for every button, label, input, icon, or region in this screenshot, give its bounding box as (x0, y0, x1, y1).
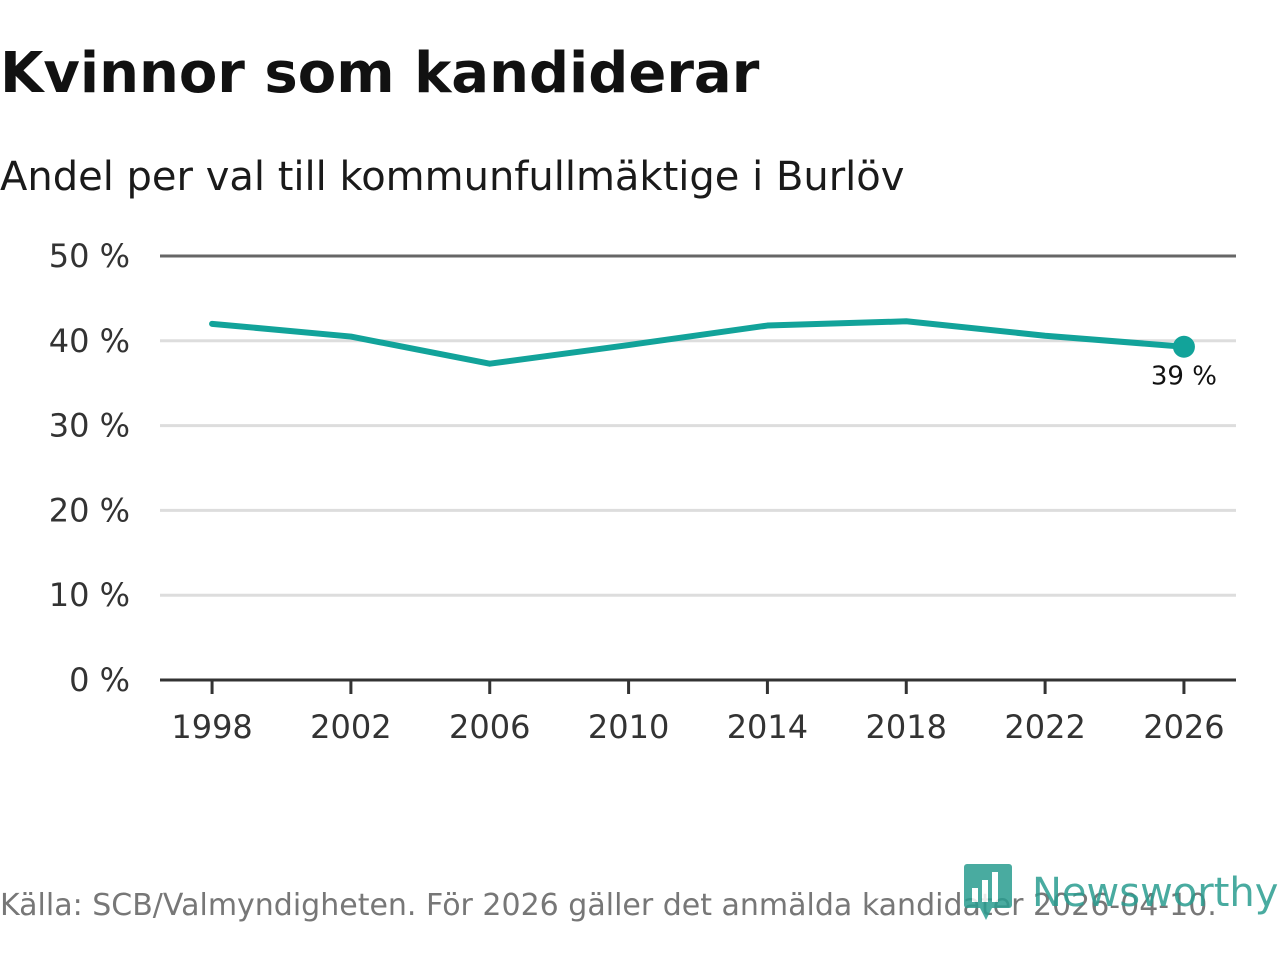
y-tick-label: 10 % (49, 576, 130, 614)
y-tick-label: 40 % (49, 322, 130, 360)
chart-title: Kvinnor som kandiderar (0, 41, 760, 106)
last-point-label: 39 % (1151, 362, 1217, 392)
series-line (209, 318, 1187, 367)
labels: 0 % 10 % 20 % 30 % 40 % 50 % 1998 2002 2006 2010 2… (49, 237, 1225, 746)
brand-logo: Newsworthy (962, 862, 1278, 924)
last-point-marker (1172, 335, 1195, 358)
x-tick-label: 2018 (866, 708, 947, 746)
x-tick-label: 2022 (1004, 708, 1085, 746)
gridlines (160, 254, 1236, 597)
x-tick-label: 1998 (171, 708, 252, 746)
y-tick-label: 20 % (49, 491, 130, 529)
x-tick-label: 2026 (1143, 708, 1224, 746)
y-tick-label: 0 % (69, 661, 130, 699)
axes (160, 678, 1236, 694)
newsworthy-logo-icon (964, 864, 1012, 920)
line-chart: 0 % 10 % 20 % 30 % 40 % 50 % 1998 2002 2006 2010 2… (49, 237, 1236, 746)
x-tick-label: 2002 (310, 708, 391, 746)
brand-name: Newsworthy (1032, 870, 1279, 916)
series (209, 318, 1195, 367)
x-tick-label: 2010 (588, 708, 669, 746)
chart-subtitle: Andel per val till kommunfullmäktige i B… (0, 154, 905, 200)
x-tick-label: 2014 (727, 708, 808, 746)
y-tick-label: 30 % (49, 407, 130, 445)
x-tick-label: 2006 (449, 708, 530, 746)
y-tick-label: 50 % (49, 237, 130, 275)
source-note: Källa: SCB/Valmyndigheten. För 2026 gäll… (0, 888, 1217, 923)
